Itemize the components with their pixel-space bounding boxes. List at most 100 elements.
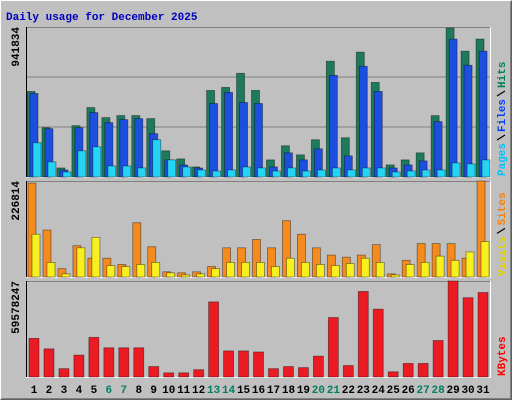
bar [197, 169, 207, 178]
bar [345, 263, 355, 278]
x-tick-label: 8 [135, 385, 142, 397]
bar [242, 166, 251, 178]
legend-label: KBytes [497, 336, 509, 376]
bar [421, 169, 431, 178]
bar [420, 261, 430, 278]
bar [43, 348, 55, 378]
x-tick-label: 7 [121, 385, 128, 397]
panel-border-light [26, 27, 491, 178]
bar [342, 365, 354, 378]
bar [477, 292, 489, 378]
bar [58, 368, 70, 378]
bar [163, 372, 175, 378]
bar [166, 272, 176, 278]
x-tick-label: 30 [461, 385, 474, 397]
bar [402, 363, 414, 378]
bar [73, 354, 85, 378]
bar [361, 167, 371, 178]
bar [406, 170, 416, 178]
bar [224, 92, 233, 178]
x-tick-label: 10 [162, 385, 175, 397]
bar [376, 167, 386, 178]
bar [254, 103, 263, 178]
x-tick-label: 29 [446, 385, 459, 397]
bar [208, 301, 220, 378]
bar [372, 308, 384, 378]
bar [298, 367, 309, 378]
bar [152, 139, 162, 178]
bar [360, 257, 370, 278]
legend-separator [496, 227, 506, 234]
x-tick-label: 12 [192, 385, 205, 397]
bar [357, 291, 369, 378]
bar [256, 261, 265, 278]
bar [92, 146, 102, 178]
x-tick-label: 26 [402, 385, 415, 397]
x-tick-label: 15 [237, 385, 251, 397]
bar [448, 38, 458, 178]
bar [223, 350, 234, 378]
bar [375, 261, 385, 278]
bar [327, 317, 339, 378]
bar [315, 264, 325, 278]
x-tick-label: 14 [222, 385, 236, 397]
bar [346, 169, 356, 178]
bar [167, 159, 177, 178]
bar [373, 91, 383, 178]
legend-label: Files [497, 99, 509, 132]
x-tick-label: 31 [476, 385, 490, 397]
x-tick-label: 21 [327, 385, 341, 397]
bar [450, 259, 460, 278]
bar [137, 167, 147, 178]
bar [433, 121, 443, 178]
x-tick-label: 23 [357, 385, 371, 397]
bar [118, 347, 130, 378]
bar [286, 257, 295, 278]
bar [257, 167, 266, 178]
x-tick-label: 16 [252, 385, 265, 397]
legend-label: Sites [497, 192, 509, 225]
x-tick-label: 27 [417, 385, 430, 397]
bar [462, 297, 474, 378]
legend-label: Visits [497, 236, 509, 276]
x-tick-label: 13 [207, 385, 221, 397]
bar [121, 266, 131, 278]
bar [193, 369, 205, 378]
bar [301, 261, 310, 278]
bar [88, 336, 100, 378]
bar [328, 74, 338, 178]
x-tick-label: 1 [31, 385, 38, 397]
bar [302, 170, 311, 178]
bar [312, 355, 324, 378]
bar [268, 368, 279, 378]
x-tick-label: 11 [177, 385, 191, 397]
x-tick-label: 3 [61, 385, 68, 397]
bar [417, 363, 429, 378]
x-tick-label: 18 [282, 385, 296, 397]
bar [28, 337, 40, 378]
bar [76, 247, 86, 278]
bar [387, 371, 399, 378]
bar [466, 163, 476, 178]
bar [358, 65, 368, 178]
bar [91, 236, 101, 278]
bar [62, 171, 72, 178]
x-tick-label: 24 [372, 385, 386, 397]
legend-separator [496, 90, 506, 97]
legend-label: Pages [497, 143, 509, 176]
bar [106, 265, 116, 278]
chart-title: Daily usage for December 2025 [6, 12, 198, 24]
bar [212, 170, 222, 178]
bar [178, 372, 190, 378]
bar [405, 264, 415, 278]
bar [451, 162, 461, 178]
bar [271, 266, 280, 278]
bar [209, 103, 219, 178]
x-tick-label: 2 [46, 385, 53, 397]
bar [77, 150, 87, 178]
x-tick-label: 4 [76, 385, 83, 397]
bar [435, 255, 445, 278]
bar [122, 165, 132, 178]
